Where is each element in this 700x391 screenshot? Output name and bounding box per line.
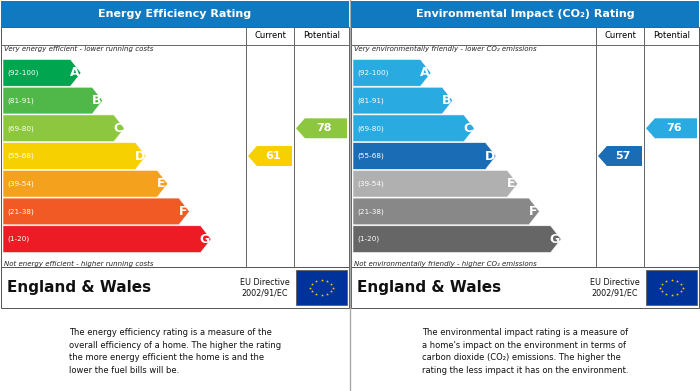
Bar xyxy=(1,267,349,308)
Text: A: A xyxy=(420,66,430,79)
Text: (55-68): (55-68) xyxy=(357,153,384,159)
Polygon shape xyxy=(248,146,292,166)
Polygon shape xyxy=(598,146,642,166)
Polygon shape xyxy=(353,59,431,86)
Text: (81-91): (81-91) xyxy=(7,97,34,104)
Polygon shape xyxy=(3,59,81,86)
Text: (1-20): (1-20) xyxy=(357,236,379,242)
Text: 57: 57 xyxy=(615,151,630,161)
Text: B: B xyxy=(442,94,451,107)
Text: Current: Current xyxy=(604,32,636,41)
Bar xyxy=(646,270,697,305)
Text: Not energy efficient - higher running costs: Not energy efficient - higher running co… xyxy=(4,261,153,267)
Text: (81-91): (81-91) xyxy=(357,97,384,104)
Text: Potential: Potential xyxy=(303,32,340,41)
Text: (21-38): (21-38) xyxy=(357,208,384,215)
Polygon shape xyxy=(353,143,496,169)
Text: (1-20): (1-20) xyxy=(7,236,29,242)
Text: 78: 78 xyxy=(316,123,332,133)
Polygon shape xyxy=(646,118,697,138)
Text: EU Directive
2002/91/EC: EU Directive 2002/91/EC xyxy=(590,278,640,297)
Text: (69-80): (69-80) xyxy=(357,125,384,131)
Bar xyxy=(1,1,349,27)
Polygon shape xyxy=(3,87,103,114)
Text: C: C xyxy=(463,122,473,135)
Polygon shape xyxy=(3,226,211,253)
Text: (55-68): (55-68) xyxy=(7,153,34,159)
Text: F: F xyxy=(529,205,538,218)
Text: EU Directive
2002/91/EC: EU Directive 2002/91/EC xyxy=(240,278,290,297)
Text: (92-100): (92-100) xyxy=(7,70,38,76)
Bar xyxy=(296,270,347,305)
Text: D: D xyxy=(134,149,145,163)
Text: C: C xyxy=(113,122,122,135)
Bar xyxy=(351,1,699,27)
Text: Energy Efficiency Rating: Energy Efficiency Rating xyxy=(99,9,251,19)
Text: The environmental impact rating is a measure of
a home's impact on the environme: The environmental impact rating is a mea… xyxy=(421,328,629,375)
Bar xyxy=(351,267,699,308)
Polygon shape xyxy=(3,198,190,225)
Text: Current: Current xyxy=(254,32,286,41)
Bar xyxy=(351,27,699,267)
Text: (69-80): (69-80) xyxy=(7,125,34,131)
Polygon shape xyxy=(353,198,540,225)
Text: D: D xyxy=(484,149,495,163)
Text: E: E xyxy=(158,177,166,190)
Text: 76: 76 xyxy=(666,123,682,133)
Text: The energy efficiency rating is a measure of the
overall efficiency of a home. T: The energy efficiency rating is a measur… xyxy=(69,328,281,375)
Polygon shape xyxy=(3,143,146,169)
Polygon shape xyxy=(296,118,347,138)
Text: G: G xyxy=(550,233,560,246)
Polygon shape xyxy=(3,115,125,142)
Text: (39-54): (39-54) xyxy=(357,181,384,187)
Polygon shape xyxy=(3,170,168,197)
Polygon shape xyxy=(353,87,453,114)
Text: (21-38): (21-38) xyxy=(7,208,34,215)
Text: (92-100): (92-100) xyxy=(357,70,388,76)
Bar xyxy=(1,27,349,267)
Text: Potential: Potential xyxy=(653,32,690,41)
Text: Very energy efficient - lower running costs: Very energy efficient - lower running co… xyxy=(4,46,153,52)
Text: G: G xyxy=(199,233,210,246)
Text: 61: 61 xyxy=(265,151,281,161)
Text: E: E xyxy=(508,177,516,190)
Text: F: F xyxy=(179,205,188,218)
Polygon shape xyxy=(353,170,518,197)
Text: B: B xyxy=(92,94,101,107)
Polygon shape xyxy=(353,115,475,142)
Text: England & Wales: England & Wales xyxy=(357,280,501,295)
Text: Environmental Impact (CO₂) Rating: Environmental Impact (CO₂) Rating xyxy=(416,9,634,19)
Text: England & Wales: England & Wales xyxy=(7,280,151,295)
Text: (39-54): (39-54) xyxy=(7,181,34,187)
Polygon shape xyxy=(353,226,561,253)
Text: Not environmentally friendly - higher CO₂ emissions: Not environmentally friendly - higher CO… xyxy=(354,261,537,267)
Text: Very environmentally friendly - lower CO₂ emissions: Very environmentally friendly - lower CO… xyxy=(354,46,537,52)
Text: A: A xyxy=(70,66,80,79)
